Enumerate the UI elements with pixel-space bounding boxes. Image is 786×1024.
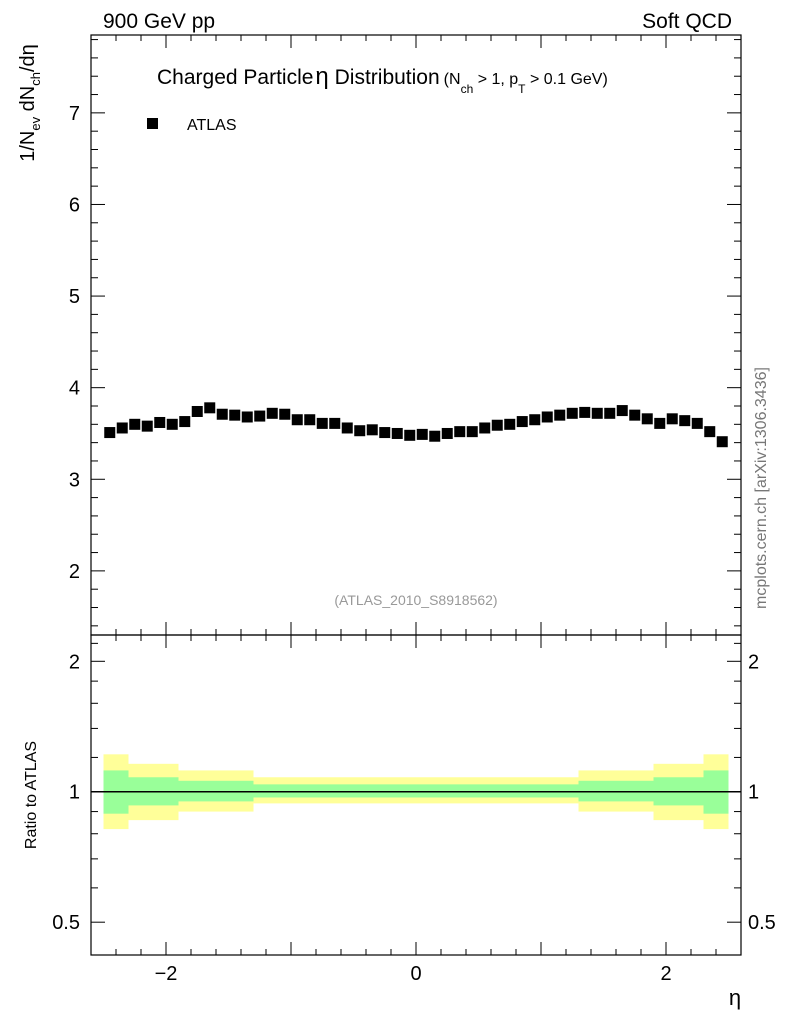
data-point <box>704 426 716 438</box>
data-point <box>266 407 278 419</box>
data-point <box>429 430 441 442</box>
data-point <box>691 417 703 429</box>
data-point <box>254 410 266 422</box>
x-tick-label: 0 <box>410 963 421 985</box>
title-sub-mid: > 1, p <box>473 71 518 88</box>
data-point <box>354 425 366 437</box>
data-point <box>654 417 666 429</box>
title-sub-close: > 0.1 GeV) <box>526 71 608 88</box>
data-point <box>629 409 641 421</box>
data-point <box>591 407 603 419</box>
y-tick-label-ratio-right: 1 <box>748 782 759 804</box>
title-sub-T: T <box>518 82 526 96</box>
atlas-data-markers <box>104 402 728 448</box>
axis-ticks <box>90 35 742 955</box>
data-point <box>604 407 616 419</box>
title-sub-open: (N <box>444 71 461 88</box>
data-point <box>129 418 141 430</box>
data-point <box>104 427 116 439</box>
data-point <box>316 417 328 429</box>
data-point <box>504 418 516 430</box>
data-point <box>404 429 416 441</box>
y-axis-label-ratio: Ratio to ATLAS <box>23 741 40 849</box>
side-credit: mcplots.cern.ch [arXiv:1306.3436] <box>753 367 770 609</box>
data-point <box>166 418 178 430</box>
data-point <box>566 407 578 419</box>
data-point <box>154 416 166 428</box>
data-point <box>329 417 341 429</box>
data-point <box>616 405 628 417</box>
data-point <box>416 428 428 440</box>
ylabel-p1: 1/N <box>17 131 39 162</box>
data-point <box>304 414 316 426</box>
data-point <box>291 414 303 426</box>
data-point <box>391 427 403 439</box>
ratio-band-inner <box>253 784 579 798</box>
data-point <box>366 424 378 436</box>
legend-label: ATLAS <box>187 117 237 134</box>
data-point <box>454 426 466 438</box>
plot-title: Charged Particleη Distribution (Nch > 1, … <box>157 63 608 96</box>
x-axis-label: η <box>729 985 741 1010</box>
data-point <box>529 414 541 426</box>
data-point <box>229 409 241 421</box>
data-point <box>579 406 591 418</box>
data-point <box>554 409 566 421</box>
title-sub-ch: ch <box>461 82 474 96</box>
title-main: Charged Particle <box>157 66 313 89</box>
y-tick-label-ratio-right: 2 <box>748 651 759 673</box>
y-tick-label-main: 7 <box>69 103 80 125</box>
ylabel-sub2: ch <box>28 72 43 86</box>
y-tick-label-main: 4 <box>69 378 80 400</box>
data-point <box>516 416 528 428</box>
data-point <box>441 427 453 439</box>
y-tick-label-main: 5 <box>69 286 80 308</box>
y-tick-label-ratio-left: 1 <box>69 782 80 804</box>
data-point <box>716 436 728 448</box>
data-point <box>466 426 478 438</box>
header-right: Soft QCD <box>642 10 732 33</box>
y-tick-label-ratio-left: 2 <box>69 651 80 673</box>
ylabel-p3: /dη <box>17 44 39 72</box>
data-point <box>491 419 503 431</box>
analysis-id: (ATLAS_2010_S8918562) <box>334 592 497 608</box>
y-tick-label-ratio-left: 0.5 <box>52 912 80 934</box>
data-point <box>141 420 153 432</box>
data-point <box>641 413 653 425</box>
data-point <box>179 416 191 428</box>
data-point <box>279 408 291 420</box>
title-eta: η <box>315 63 328 90</box>
title-dist: Distribution <box>329 66 440 89</box>
data-point <box>191 405 203 417</box>
data-point <box>241 411 253 423</box>
x-tick-label: 2 <box>660 963 671 985</box>
data-point <box>204 402 216 414</box>
y-tick-label-main: 3 <box>69 469 80 491</box>
y-tick-label-main: 2 <box>69 561 80 583</box>
tick-labels: −2 0 2 2 3 4 5 6 7 0.5 0.5 1 1 2 2 <box>52 103 776 985</box>
data-point <box>379 427 391 439</box>
data-point <box>116 422 128 434</box>
data-point <box>479 422 491 434</box>
data-point <box>216 408 228 420</box>
data-point <box>679 415 691 427</box>
legend-marker <box>147 118 158 129</box>
data-point <box>541 411 553 423</box>
header-left: 900 GeV pp <box>103 10 215 33</box>
data-point <box>341 422 353 434</box>
y-tick-label-ratio-right: 0.5 <box>748 912 776 934</box>
y-tick-label-main: 6 <box>69 194 80 216</box>
y-axis-label-main: 1/Nev dNch/dη <box>17 44 43 162</box>
data-point <box>666 413 678 425</box>
ylabel-sub1: ev <box>28 116 43 130</box>
ylabel-p2: dN <box>17 86 39 117</box>
x-tick-label: −2 <box>155 963 178 985</box>
